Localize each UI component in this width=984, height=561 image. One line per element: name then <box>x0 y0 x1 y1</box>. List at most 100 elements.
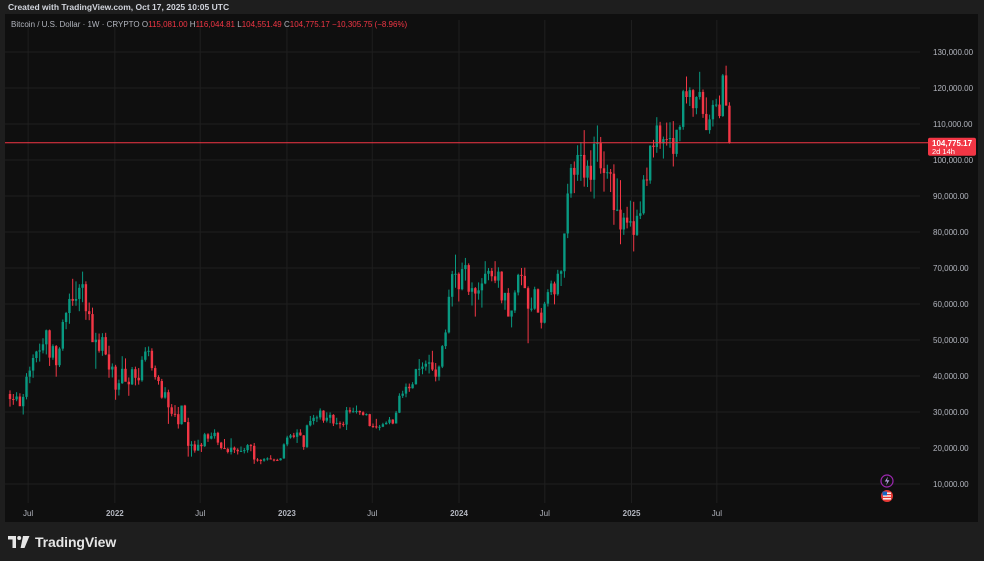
candle[interactable] <box>708 114 711 134</box>
candle[interactable] <box>78 284 81 312</box>
candle[interactable] <box>639 201 642 220</box>
candle[interactable] <box>553 281 556 305</box>
candle[interactable] <box>530 297 533 312</box>
candle[interactable] <box>569 163 573 198</box>
candle[interactable] <box>556 269 559 296</box>
candle[interactable] <box>35 350 38 363</box>
candle[interactable] <box>45 329 48 355</box>
candle[interactable] <box>272 458 276 462</box>
candle[interactable] <box>378 424 381 431</box>
candle[interactable] <box>711 100 715 127</box>
candle[interactable] <box>295 429 299 443</box>
candle[interactable] <box>421 362 424 375</box>
candle[interactable] <box>533 286 536 310</box>
candle[interactable] <box>338 421 342 429</box>
candle[interactable] <box>229 438 233 455</box>
candle[interactable] <box>536 288 540 313</box>
candle[interactable] <box>573 161 576 194</box>
candle[interactable] <box>167 389 170 424</box>
candle[interactable] <box>266 457 269 461</box>
candle[interactable] <box>724 65 728 106</box>
candle[interactable] <box>200 442 203 452</box>
candle[interactable] <box>507 288 510 317</box>
candle[interactable] <box>107 345 111 378</box>
candle[interactable] <box>474 287 477 317</box>
candle[interactable] <box>134 366 137 386</box>
candle[interactable] <box>385 421 388 425</box>
candle[interactable] <box>728 102 731 144</box>
candle[interactable] <box>177 406 180 429</box>
candle[interactable] <box>592 136 596 199</box>
candle[interactable] <box>368 413 371 427</box>
candle[interactable] <box>173 405 177 418</box>
candle[interactable] <box>101 333 104 356</box>
candle[interactable] <box>352 407 355 413</box>
candle[interactable] <box>117 379 121 396</box>
candle[interactable] <box>418 359 421 376</box>
candle[interactable] <box>655 117 658 153</box>
candle[interactable] <box>345 406 348 430</box>
candle[interactable] <box>460 262 464 291</box>
candle[interactable] <box>619 180 622 245</box>
candle[interactable] <box>292 432 295 439</box>
candle[interactable] <box>289 433 292 439</box>
candle[interactable] <box>187 417 190 457</box>
candle[interactable] <box>477 282 480 300</box>
candle[interactable] <box>457 272 460 302</box>
candle[interactable] <box>579 142 583 181</box>
candle[interactable] <box>97 333 101 353</box>
candle[interactable] <box>698 71 701 100</box>
candle[interactable] <box>596 125 599 162</box>
candle[interactable] <box>408 383 411 392</box>
candle[interactable] <box>371 423 375 428</box>
candle[interactable] <box>470 282 474 306</box>
candle[interactable] <box>163 387 167 399</box>
candle[interactable] <box>444 329 447 349</box>
candle[interactable] <box>246 444 249 453</box>
candle[interactable] <box>484 261 487 285</box>
candle[interactable] <box>480 278 484 308</box>
candle[interactable] <box>94 332 97 369</box>
candle[interactable] <box>559 270 563 286</box>
candle[interactable] <box>721 73 724 117</box>
candle[interactable] <box>220 441 223 450</box>
candle[interactable] <box>8 390 12 407</box>
candle[interactable] <box>124 358 127 382</box>
candle[interactable] <box>61 319 64 351</box>
candle[interactable] <box>249 444 253 452</box>
candle[interactable] <box>658 121 662 149</box>
candle[interactable] <box>322 410 325 423</box>
candle[interactable] <box>566 183 569 239</box>
candle[interactable] <box>705 97 708 131</box>
candle[interactable] <box>388 417 391 425</box>
candle[interactable] <box>649 145 652 184</box>
candle[interactable] <box>81 271 84 303</box>
candle[interactable] <box>206 433 210 442</box>
tradingview-brand[interactable]: TradingView <box>8 534 116 550</box>
candle[interactable] <box>576 145 579 181</box>
candle[interactable] <box>695 96 698 115</box>
candle[interactable] <box>701 89 705 118</box>
candle[interactable] <box>127 377 130 396</box>
candle[interactable] <box>355 405 358 414</box>
price-axis[interactable]: 10,000.00 20,000.00 30,000.00 40,000.00 50,0… <box>933 48 974 489</box>
candle[interactable] <box>68 293 71 324</box>
candle[interactable] <box>404 383 408 398</box>
candle[interactable] <box>635 209 639 236</box>
candle[interactable] <box>305 424 309 448</box>
candle[interactable] <box>550 280 553 295</box>
candle[interactable] <box>682 89 685 130</box>
candle[interactable] <box>348 407 352 414</box>
candle[interactable] <box>312 414 315 425</box>
candle[interactable] <box>632 201 635 252</box>
candle[interactable] <box>642 175 645 215</box>
candle[interactable] <box>510 310 513 328</box>
candle[interactable] <box>394 410 398 424</box>
candle[interactable] <box>361 411 365 416</box>
candle[interactable] <box>28 366 31 384</box>
candle[interactable] <box>398 393 401 414</box>
candle[interactable] <box>672 121 675 167</box>
candle[interactable] <box>154 365 157 380</box>
candle[interactable] <box>121 356 124 384</box>
